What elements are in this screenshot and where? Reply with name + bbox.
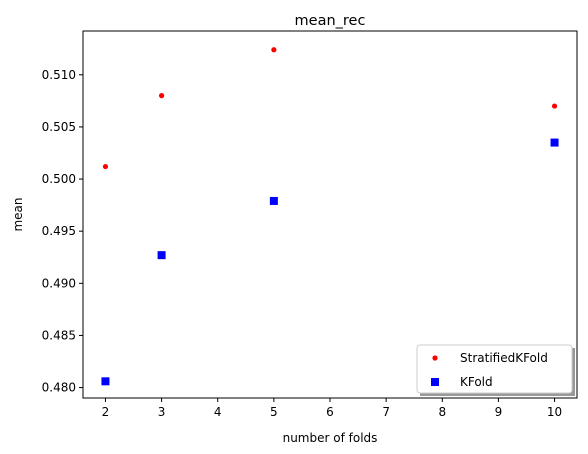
- x-tick-label: 10: [547, 405, 562, 419]
- data-point: [102, 163, 109, 170]
- y-tick-label: 0.490: [42, 276, 76, 290]
- x-axis-ticks: 2 3 4 5 6 7 8 9 10: [102, 398, 562, 419]
- legend-marker: [432, 355, 438, 361]
- data-point: [550, 138, 559, 147]
- data-point: [158, 93, 165, 99]
- legend-marker: [431, 378, 439, 386]
- data-series: [101, 47, 559, 386]
- y-tick-label: 0.485: [42, 328, 76, 342]
- data-point: [269, 196, 278, 205]
- x-axis-label: number of folds: [283, 431, 378, 445]
- chart-title: mean_rec: [295, 13, 366, 29]
- y-tick-label: 0.480: [42, 381, 76, 395]
- x-tick-label: 2: [102, 405, 110, 419]
- plot-area: 2 3 4 5 6 7 8 9 10 0.480 0.485 0.490 0.495 0.500 0.50…: [42, 30, 578, 419]
- y-axis-label: mean: [11, 197, 25, 231]
- x-tick-label: 3: [158, 405, 166, 419]
- x-tick-label: 9: [495, 405, 503, 419]
- y-axis-ticks: 0.480 0.485 0.490 0.495 0.500 0.505 0.510: [42, 68, 83, 395]
- legend-label: KFold: [460, 375, 493, 389]
- x-tick-label: 7: [382, 405, 390, 419]
- data-point: [271, 47, 277, 53]
- data-point: [551, 103, 558, 109]
- x-tick-label: 5: [270, 405, 278, 419]
- legend: StratifiedKFold KFold: [416, 344, 575, 396]
- x-tick-label: 6: [326, 405, 334, 419]
- y-tick-label: 0.510: [42, 68, 76, 82]
- legend-entries: StratifiedKFold KFold: [431, 351, 548, 389]
- y-tick-label: 0.495: [42, 224, 76, 238]
- x-tick-label: 4: [214, 405, 222, 419]
- y-tick-label: 0.505: [42, 120, 76, 134]
- y-tick-label: 0.500: [42, 172, 76, 186]
- data-point: [101, 377, 110, 386]
- data-point: [157, 251, 166, 260]
- x-tick-label: 8: [438, 405, 446, 419]
- legend-box: [416, 344, 573, 394]
- legend-label: StratifiedKFold: [460, 351, 548, 365]
